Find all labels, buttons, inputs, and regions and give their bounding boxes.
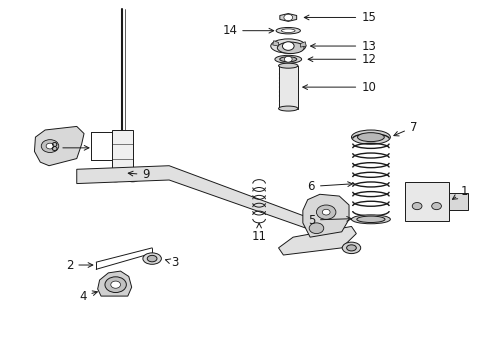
Ellipse shape	[356, 216, 384, 222]
Ellipse shape	[357, 133, 384, 141]
Ellipse shape	[270, 39, 305, 53]
Ellipse shape	[346, 245, 356, 251]
Ellipse shape	[278, 106, 297, 111]
Text: 14: 14	[222, 24, 273, 37]
Polygon shape	[279, 14, 296, 21]
Circle shape	[41, 140, 59, 153]
Ellipse shape	[277, 42, 304, 54]
Circle shape	[431, 203, 441, 210]
Text: 13: 13	[310, 40, 375, 53]
Bar	[448, 193, 467, 210]
Ellipse shape	[342, 242, 360, 253]
Text: 11: 11	[251, 223, 266, 243]
Ellipse shape	[108, 171, 123, 182]
Text: 12: 12	[307, 53, 375, 66]
Ellipse shape	[128, 174, 136, 179]
Text: 3: 3	[165, 256, 179, 269]
Polygon shape	[300, 42, 305, 47]
Ellipse shape	[279, 57, 296, 62]
Ellipse shape	[124, 171, 140, 182]
Circle shape	[308, 223, 323, 234]
Ellipse shape	[278, 63, 297, 68]
Text: 9: 9	[128, 168, 150, 181]
Circle shape	[411, 203, 421, 210]
Circle shape	[46, 143, 54, 149]
Ellipse shape	[351, 130, 389, 144]
Text: 6: 6	[307, 180, 352, 193]
Text: 5: 5	[307, 213, 351, 226]
Circle shape	[282, 42, 293, 50]
Polygon shape	[302, 194, 348, 237]
Circle shape	[316, 205, 335, 219]
Text: 2: 2	[66, 258, 93, 271]
Text: 7: 7	[393, 121, 416, 136]
Bar	[278, 66, 297, 109]
Circle shape	[111, 281, 120, 288]
Polygon shape	[77, 166, 341, 241]
Circle shape	[284, 57, 291, 62]
Bar	[404, 182, 448, 221]
Text: 10: 10	[302, 81, 375, 94]
Polygon shape	[34, 126, 84, 166]
Polygon shape	[272, 41, 278, 46]
Text: 8: 8	[50, 141, 89, 154]
Circle shape	[322, 209, 329, 215]
Ellipse shape	[147, 255, 157, 262]
Ellipse shape	[142, 253, 161, 264]
Circle shape	[284, 14, 292, 21]
Text: 1: 1	[451, 185, 468, 199]
Ellipse shape	[351, 215, 389, 224]
Ellipse shape	[281, 29, 294, 32]
Polygon shape	[278, 226, 356, 255]
Text: 4: 4	[79, 289, 97, 303]
Ellipse shape	[276, 27, 300, 34]
Polygon shape	[98, 271, 131, 296]
Ellipse shape	[274, 55, 301, 63]
Circle shape	[105, 277, 126, 293]
Bar	[112, 130, 132, 173]
Text: 15: 15	[304, 11, 375, 24]
Ellipse shape	[112, 174, 119, 179]
